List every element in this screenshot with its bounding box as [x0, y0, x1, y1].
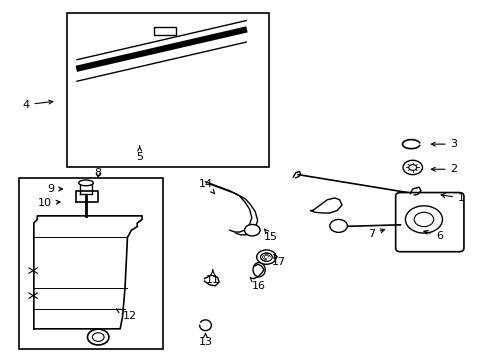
- Circle shape: [256, 250, 276, 264]
- Circle shape: [405, 206, 442, 233]
- Circle shape: [244, 225, 260, 236]
- FancyBboxPatch shape: [395, 193, 463, 252]
- Bar: [66, 13, 268, 167]
- Text: 15: 15: [264, 229, 278, 242]
- Text: 5: 5: [136, 146, 143, 162]
- Text: 13: 13: [198, 334, 212, 347]
- Bar: [154, 27, 176, 35]
- Text: 11: 11: [205, 270, 219, 285]
- Text: 6: 6: [423, 230, 442, 240]
- Text: 12: 12: [116, 309, 137, 321]
- Circle shape: [87, 329, 109, 345]
- Text: 8: 8: [95, 168, 102, 178]
- Circle shape: [402, 160, 422, 175]
- Circle shape: [413, 212, 433, 226]
- Ellipse shape: [79, 180, 93, 186]
- Text: 17: 17: [271, 255, 285, 267]
- Text: 2: 2: [430, 164, 457, 174]
- Text: 14: 14: [198, 179, 214, 194]
- Text: 7: 7: [367, 229, 384, 239]
- Circle shape: [329, 220, 346, 232]
- Text: 9: 9: [47, 184, 62, 194]
- Text: 16: 16: [250, 278, 265, 291]
- Circle shape: [92, 333, 104, 341]
- Circle shape: [408, 165, 416, 170]
- Circle shape: [260, 253, 272, 261]
- Ellipse shape: [252, 262, 264, 277]
- Text: 10: 10: [38, 198, 60, 208]
- Text: 3: 3: [430, 139, 457, 149]
- Text: 4: 4: [22, 100, 53, 110]
- Text: 1: 1: [440, 193, 464, 203]
- Bar: [19, 178, 163, 348]
